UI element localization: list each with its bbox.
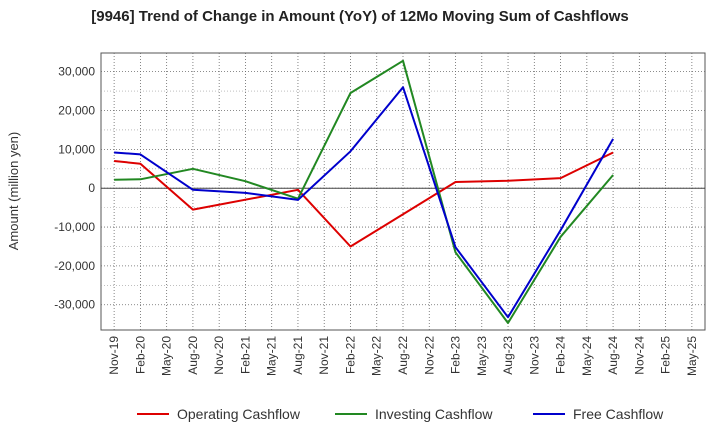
- x-tick-label: May-20: [160, 336, 174, 376]
- chart-title: [9946] Trend of Change in Amount (YoY) o…: [91, 8, 629, 25]
- legend-label: Free Cashflow: [573, 406, 664, 422]
- series-line-investing-cashflow: [114, 59, 614, 324]
- y-axis-label: Amount (million yen): [6, 132, 21, 251]
- x-tick-label: Feb-23: [449, 336, 463, 374]
- x-tick-label: Nov-21: [317, 336, 331, 375]
- x-tick-label: Feb-25: [659, 336, 673, 374]
- x-tick-label: Nov-19: [107, 336, 121, 375]
- y-tick-label: 0: [88, 181, 95, 195]
- x-tick-label: May-22: [370, 336, 384, 376]
- y-tick-label: -10,000: [54, 220, 95, 234]
- x-tick-label: Feb-20: [133, 336, 147, 374]
- x-tick-label: Aug-20: [186, 336, 200, 375]
- series-line-free-cashflow: [114, 86, 614, 319]
- x-tick-label: Feb-21: [238, 336, 252, 374]
- x-tick-label: Nov-23: [527, 336, 541, 375]
- x-tick-label: Feb-22: [343, 336, 357, 374]
- grid-layer: [101, 53, 705, 330]
- x-tick-label: Nov-22: [422, 336, 436, 375]
- x-tick-label: May-23: [475, 336, 489, 376]
- series-layer: [113, 59, 614, 324]
- x-tick-label: Nov-24: [632, 336, 646, 375]
- x-tick-label: May-24: [580, 336, 594, 376]
- x-tick-label: Aug-22: [396, 336, 410, 375]
- x-tick-label: Aug-21: [291, 336, 305, 375]
- legend-label: Investing Cashflow: [375, 406, 493, 422]
- series-line-operating-cashflow: [113, 151, 614, 248]
- x-tick-label: May-21: [265, 336, 279, 376]
- x-tick-label: May-25: [685, 336, 699, 376]
- x-tick-label: Aug-24: [606, 336, 620, 375]
- y-tick-label: -30,000: [54, 298, 95, 312]
- x-tick-label: Aug-23: [501, 336, 515, 375]
- y-tick-labels: 30,000 20,000 10,000 0 -10,000 -20,000 -30,000: [54, 65, 95, 312]
- x-tick-label: Nov-20: [212, 336, 226, 375]
- x-tick-labels: Nov-19 Feb-20 May-20 Aug-20 Nov-20 Feb-21 May-…: [107, 336, 699, 376]
- legend: Operating Cashflow Investing Cashflow Free…: [137, 406, 664, 422]
- y-tick-label: 30,000: [58, 65, 95, 79]
- y-tick-label: -20,000: [54, 259, 95, 273]
- y-tick-label: 20,000: [58, 103, 95, 117]
- y-tick-label: 10,000: [58, 142, 95, 156]
- legend-label: Operating Cashflow: [177, 406, 301, 422]
- x-tick-label: Feb-24: [554, 336, 568, 374]
